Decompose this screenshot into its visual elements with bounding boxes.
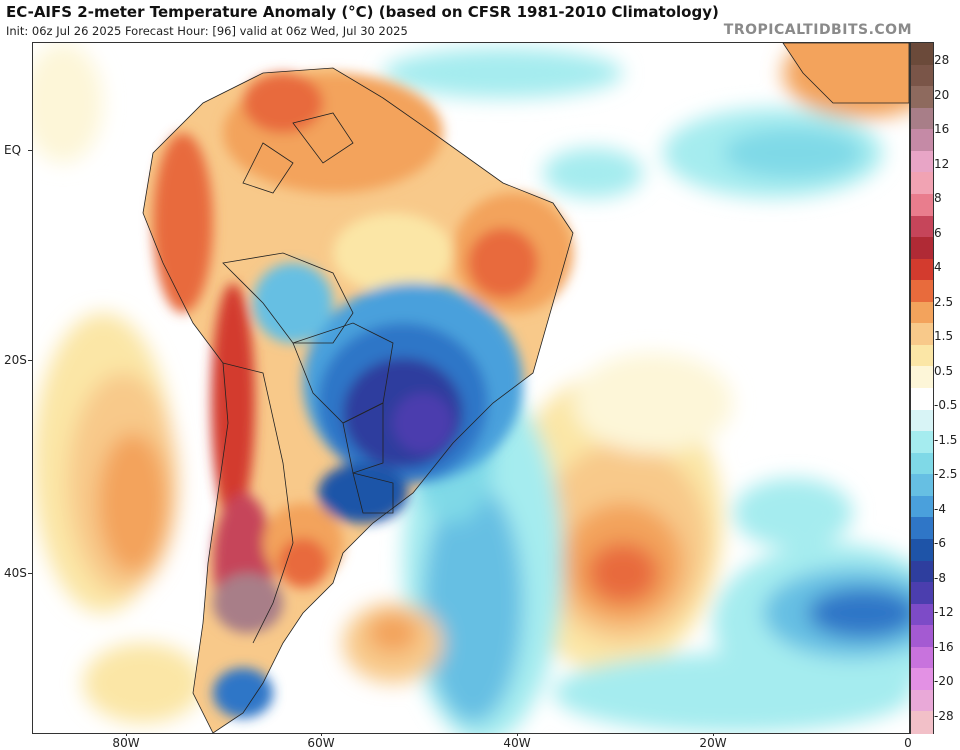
colorbar-label: 6 bbox=[934, 225, 942, 240]
lat-label-40s: 40S bbox=[4, 566, 27, 580]
colorbar-label: -28 bbox=[934, 709, 954, 723]
lon-label-20w: 20W bbox=[699, 736, 727, 750]
colorbar-label: 8 bbox=[934, 191, 942, 206]
colorbar-label: -4 bbox=[934, 501, 946, 516]
colorbar-segment bbox=[911, 366, 933, 389]
colorbar-segment bbox=[911, 43, 933, 66]
lon-tick bbox=[126, 732, 127, 736]
colorbar-segment bbox=[911, 107, 933, 130]
colorbar-segment bbox=[911, 323, 933, 346]
colorbar-segment bbox=[911, 603, 933, 626]
colorbar-segment bbox=[911, 431, 933, 454]
lon-label-60w: 60W bbox=[307, 736, 335, 750]
colorbar-label: -20 bbox=[934, 674, 954, 689]
forecast-info: Init: 06z Jul 26 2025 Forecast Hour: [96… bbox=[6, 24, 408, 38]
colorbar-segment bbox=[911, 646, 933, 669]
colorbar-label: 20 bbox=[934, 87, 950, 102]
lat-tick bbox=[28, 573, 32, 574]
colorbar-segment bbox=[911, 215, 933, 238]
temperature-anomaly-map bbox=[32, 42, 910, 734]
colorbar-segment bbox=[911, 668, 933, 691]
colorbar-label: -12 bbox=[934, 605, 954, 620]
colorbar-segment bbox=[911, 258, 933, 281]
africa-landmass bbox=[782, 43, 909, 104]
colorbar-segment bbox=[911, 280, 933, 303]
colorbar-segment bbox=[911, 193, 933, 216]
lon-label-80w: 80W bbox=[112, 736, 140, 750]
colorbar-segment bbox=[911, 129, 933, 152]
colorbar-segment bbox=[911, 474, 933, 497]
colorbar-segment bbox=[911, 517, 933, 540]
colorbar-segment bbox=[911, 452, 933, 475]
lat-label-eq: EQ bbox=[4, 143, 22, 157]
lon-tick bbox=[517, 732, 518, 736]
lon-label-0: 0 bbox=[904, 736, 912, 750]
colorbar-label: -6 bbox=[934, 536, 946, 551]
colorbar-label: -8 bbox=[934, 570, 946, 585]
colorbar-label: 0.5 bbox=[934, 363, 954, 378]
colorbar-segment bbox=[911, 237, 933, 260]
lon-tick bbox=[321, 732, 322, 736]
colorbar-segment bbox=[911, 495, 933, 518]
colorbar-label: -0.5 bbox=[934, 398, 958, 413]
colorbar-label: 4 bbox=[934, 260, 942, 275]
colorbar-segment bbox=[911, 409, 933, 432]
colorbar-segment bbox=[911, 625, 933, 648]
colorbar-segment bbox=[911, 64, 933, 87]
colorbar-label: -16 bbox=[934, 639, 954, 654]
colorbar-segment bbox=[911, 301, 933, 324]
colorbar-segment bbox=[911, 150, 933, 173]
colorbar-label: 1.5 bbox=[934, 329, 954, 344]
colorbar-label: 28 bbox=[934, 53, 950, 67]
lon-label-40w: 40W bbox=[503, 736, 531, 750]
colorbar bbox=[910, 42, 934, 734]
colorbar-segment bbox=[911, 582, 933, 605]
colorbar-segment bbox=[911, 538, 933, 561]
colorbar-segment bbox=[911, 388, 933, 411]
colorbar-label: -2.5 bbox=[934, 467, 958, 482]
colorbar-segment bbox=[911, 560, 933, 583]
lat-tick bbox=[28, 360, 32, 361]
colorbar-segment bbox=[911, 86, 933, 109]
land-anomalies bbox=[153, 73, 573, 718]
map-title: EC-AIFS 2-meter Temperature Anomaly (°C)… bbox=[6, 3, 719, 21]
colorbar-label: 16 bbox=[934, 122, 950, 137]
watermark: TROPICALTIDBITS.COM bbox=[723, 22, 912, 38]
lat-tick bbox=[28, 150, 32, 151]
colorbar-label: 12 bbox=[934, 156, 950, 171]
map-canvas bbox=[33, 43, 909, 733]
colorbar-segment bbox=[911, 689, 933, 712]
lat-label-20s: 20S bbox=[4, 353, 27, 367]
colorbar-segment bbox=[911, 711, 933, 734]
lon-tick bbox=[713, 732, 714, 736]
colorbar-segment bbox=[911, 344, 933, 367]
colorbar-label: 2.5 bbox=[934, 294, 954, 309]
ocean-anomalies bbox=[33, 43, 909, 733]
colorbar-label: -1.5 bbox=[934, 432, 958, 447]
country-borders bbox=[142, 67, 574, 733]
colorbar-segment bbox=[911, 172, 933, 195]
